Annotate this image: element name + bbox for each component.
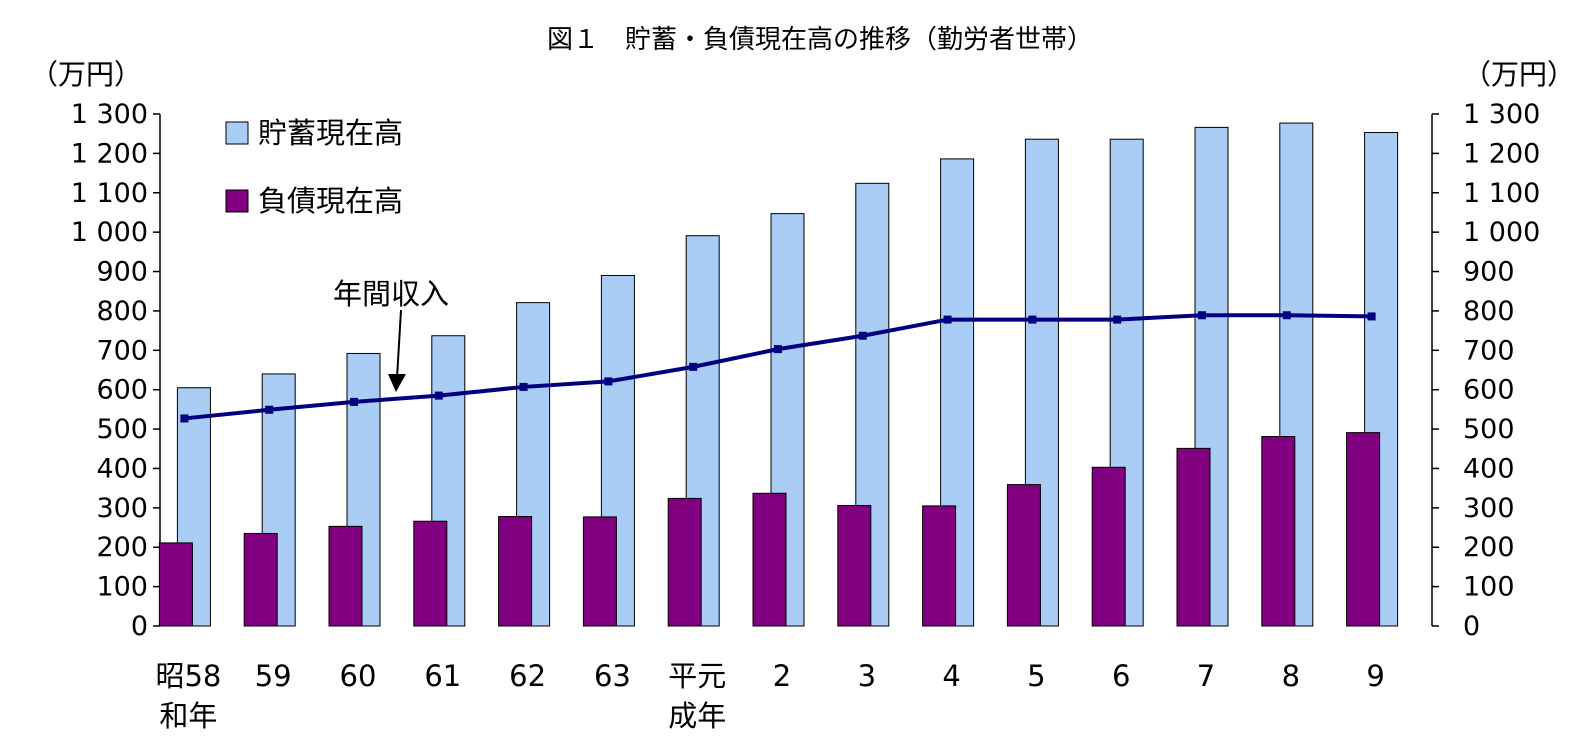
x-tick-label: 3 xyxy=(858,659,876,693)
bar-debt xyxy=(158,542,193,627)
y-tick-label-left: 1 100 xyxy=(71,178,148,209)
annotation: 年間収入 xyxy=(333,277,449,392)
annotation-arrow-shaft xyxy=(396,309,402,379)
x-tick-label: 2 xyxy=(773,659,791,693)
point-income xyxy=(1113,315,1122,324)
x-tick-label: 9 xyxy=(1366,659,1384,693)
y-tick-label-right: 900 xyxy=(1463,257,1515,288)
point-income xyxy=(434,391,443,400)
point-income xyxy=(1367,312,1376,321)
y-tick-label-right: 800 xyxy=(1463,296,1515,327)
legend: 貯蓄現在高 負債現在高 xyxy=(225,116,403,218)
bar-debt xyxy=(582,516,617,627)
y-tick-label-left: 400 xyxy=(96,453,148,484)
y-tick-label-left: 1 200 xyxy=(71,138,148,169)
y-tick-label-left: 1 000 xyxy=(71,217,148,248)
bar-debt xyxy=(498,516,533,627)
point-income xyxy=(350,397,358,406)
x-tick-label: 59 xyxy=(255,659,292,693)
x-tick-label: 6 xyxy=(1112,659,1130,693)
y-tick-label-right: 300 xyxy=(1463,493,1515,524)
y-tick-label-left: 0 xyxy=(131,611,148,642)
x-tick-label: 成年 xyxy=(668,699,726,733)
x-tick-label: 昭58 xyxy=(155,659,221,693)
y-tick-label-left: 500 xyxy=(96,414,148,445)
y-tick-label-right: 1 100 xyxy=(1463,178,1540,209)
y-axis-right-unit: （万円） xyxy=(1463,58,1575,91)
annotation-arrow-head xyxy=(388,374,406,392)
y-tick-label-left: 300 xyxy=(96,493,148,524)
point-income xyxy=(265,405,274,414)
y-tick-label-right: 200 xyxy=(1463,532,1515,563)
y-tick-label-right: 0 xyxy=(1463,611,1480,642)
legend-label-savings: 貯蓄現在高 xyxy=(258,116,403,150)
y-tick-label-left: 100 xyxy=(96,572,148,603)
bar-debt xyxy=(922,505,957,627)
bar-debt xyxy=(752,492,787,627)
x-tick-label: 62 xyxy=(509,659,546,693)
legend-swatch-savings xyxy=(225,121,249,145)
point-income xyxy=(1282,311,1291,320)
x-tick-label: 61 xyxy=(424,659,461,693)
bar-debt xyxy=(1006,484,1041,627)
point-income xyxy=(604,377,613,386)
y-tick-label-left: 700 xyxy=(96,335,148,366)
point-income xyxy=(1028,315,1037,324)
bar-debt xyxy=(837,504,872,627)
bar-debt xyxy=(243,532,278,627)
point-income xyxy=(943,315,952,324)
y-tick-label-right: 600 xyxy=(1463,375,1515,406)
x-tick-label: 60 xyxy=(340,659,377,693)
bar-savings xyxy=(261,373,296,627)
y-tick-label-right: 1 200 xyxy=(1463,138,1540,169)
point-income xyxy=(180,414,189,423)
x-tick-label: 和年 xyxy=(159,699,217,733)
point-income xyxy=(519,382,528,391)
chart-title: 図１ 貯蓄・負債現在高の推移（勤労者世帯） xyxy=(547,25,1093,55)
y-tick-label-right: 1 300 xyxy=(1463,99,1540,130)
x-tick-label: 4 xyxy=(942,659,960,693)
bar-savings xyxy=(685,235,720,627)
point-income xyxy=(858,331,867,340)
bar-debt xyxy=(413,520,448,627)
y-tick-label-right: 700 xyxy=(1463,335,1515,366)
legend-swatch-debt xyxy=(225,189,249,213)
x-tick-label: 63 xyxy=(594,659,631,693)
point-income xyxy=(1198,311,1206,320)
y-tick-label-left: 1 300 xyxy=(71,99,148,130)
x-tick-label: 5 xyxy=(1027,659,1045,693)
y-tick-label-left: 900 xyxy=(96,257,148,288)
bar-debt xyxy=(1346,432,1381,627)
y-tick-label-right: 500 xyxy=(1463,414,1515,445)
bar-debt xyxy=(1261,436,1296,627)
bar-debt xyxy=(328,525,363,627)
y-axis-left-unit: （万円） xyxy=(30,58,142,91)
bar-debt xyxy=(1091,466,1126,627)
y-tick-label-left: 200 xyxy=(96,532,148,563)
y-tick-label-left: 600 xyxy=(96,375,148,406)
y-tick-label-right: 100 xyxy=(1463,572,1515,603)
annotation-label: 年間収入 xyxy=(333,277,449,311)
point-income xyxy=(774,345,782,354)
bar-debt xyxy=(667,497,702,627)
y-tick-label-right: 400 xyxy=(1463,453,1515,484)
x-tick-label: 平元 xyxy=(668,659,726,693)
bar-savings xyxy=(1024,138,1059,627)
plot-area: 0 0 100 100 200 200 300 300 400 400 500 500 600 600 70… xyxy=(71,99,1541,733)
legend-label-debt: 負債現在高 xyxy=(258,184,403,218)
x-tick-label: 7 xyxy=(1197,659,1215,693)
x-tick-label: 8 xyxy=(1282,659,1300,693)
point-income xyxy=(689,362,698,371)
bar-debt xyxy=(1176,447,1211,627)
y-tick-label-right: 1 000 xyxy=(1463,217,1540,248)
y-tick-label-left: 800 xyxy=(96,296,148,327)
